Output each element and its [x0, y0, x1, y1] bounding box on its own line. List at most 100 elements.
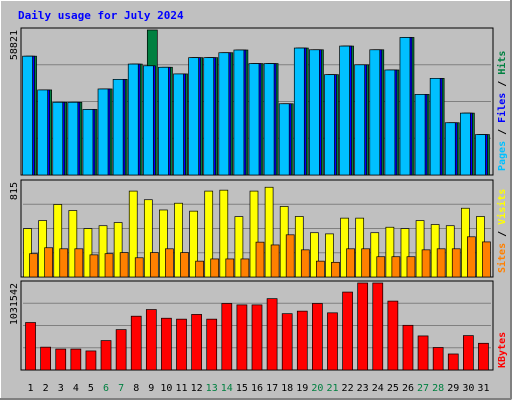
bar-pages-day-8 — [127, 63, 139, 176]
bar-kbytes-day-11 — [176, 318, 187, 371]
bar-kbytes-day-8 — [130, 315, 142, 371]
bar-pages-day-1 — [22, 55, 33, 176]
bar-sites-day-17 — [270, 244, 280, 278]
bar-visits-day-10 — [159, 209, 168, 278]
bar-pages-day-10 — [158, 66, 169, 176]
x-tick-label: 27 — [417, 383, 429, 394]
bar-pages-day-30 — [460, 112, 471, 176]
hits-panel-legend-pages: Pages — [497, 141, 508, 171]
bar-pages-day-28 — [429, 78, 441, 176]
bar-visits-day-22 — [340, 217, 349, 278]
bar-pages-day-9 — [142, 65, 154, 176]
bar-pages-day-21 — [324, 74, 335, 176]
x-tick-label: 18 — [281, 383, 293, 394]
bar-sites-day-8 — [134, 257, 144, 278]
x-tick-label: 31 — [477, 383, 489, 394]
bar-pages-day-29 — [444, 122, 456, 176]
x-tick-label: 14 — [221, 383, 233, 394]
bar-sites-day-16 — [255, 241, 265, 278]
bar-sites-day-11 — [180, 252, 189, 278]
bar-kbytes-day-27 — [417, 335, 429, 371]
bar-pages-day-25 — [384, 69, 396, 176]
x-tick-label: 8 — [133, 383, 139, 394]
x-tick-label: 22 — [342, 383, 354, 394]
bar-pages-day-16 — [248, 63, 260, 176]
bar-pages-day-31 — [475, 134, 486, 176]
bar-sites-day-22 — [346, 248, 355, 278]
x-tick-label: 21 — [326, 383, 338, 394]
bar-visits-day-25 — [385, 226, 395, 278]
bar-kbytes-day-3 — [55, 348, 67, 371]
bar-visits-day-20 — [310, 232, 319, 278]
bar-visits-day-19 — [294, 216, 304, 278]
hits-panel-legend: Pages / Files / Hits — [496, 51, 508, 171]
x-tick-label: 4 — [73, 383, 79, 394]
bar-visits-day-1 — [23, 228, 32, 278]
bar-visits-day-15 — [234, 216, 244, 278]
x-tick-label: 9 — [148, 383, 154, 394]
bar-sites-day-13 — [210, 258, 220, 278]
bar-sites-day-19 — [300, 249, 310, 278]
x-tick-label: 5 — [88, 383, 94, 394]
bar-kbytes-day-17 — [266, 298, 278, 371]
bar-pages-day-12 — [188, 57, 199, 176]
bar-sites-day-14 — [225, 258, 235, 278]
bar-visits-day-11 — [174, 202, 183, 278]
bar-sites-day-29 — [451, 248, 461, 278]
hits-panel-legend-hits: Hits — [496, 51, 508, 75]
x-tick-label: 30 — [462, 383, 474, 394]
bar-kbytes-day-28 — [432, 347, 444, 371]
kbytes-panel: 1031542 KBytes — [9, 280, 508, 371]
bar-pages-day-2 — [37, 89, 48, 176]
bar-visits-day-14 — [219, 189, 229, 278]
bar-sites-day-6 — [104, 253, 114, 278]
kbytes-panel-max-label: 1031542 — [9, 283, 20, 325]
bar-visits-day-9 — [143, 199, 153, 278]
bar-kbytes-day-22 — [342, 291, 353, 371]
bar-visits-day-26 — [400, 228, 410, 278]
bar-visits-day-27 — [415, 220, 425, 278]
visits-panel: 815 Sites / Visits — [9, 179, 508, 278]
bar-kbytes-day-19 — [296, 310, 308, 371]
bar-visits-day-21 — [325, 233, 334, 278]
x-tick-label: 29 — [447, 383, 459, 394]
x-tick-label: 12 — [191, 383, 203, 394]
hits-panel-legend-files: Files — [496, 93, 508, 123]
x-tick-label: 2 — [43, 383, 49, 394]
bar-sites-day-5 — [89, 254, 99, 278]
bar-sites-day-3 — [59, 248, 69, 278]
bar-kbytes-day-29 — [447, 353, 459, 371]
bar-pages-day-11 — [173, 73, 184, 176]
bar-sites-day-27 — [421, 249, 431, 278]
bar-kbytes-day-26 — [402, 324, 414, 371]
bar-visits-day-8 — [128, 190, 138, 278]
visits-panel-legend-visits: Visits — [496, 189, 508, 225]
bar-sites-day-30 — [467, 236, 476, 278]
visits-panel-legend: Sites / Visits — [496, 189, 508, 273]
x-tick-label: 1 — [28, 383, 34, 394]
x-tick-label: 26 — [402, 383, 414, 394]
bar-sites-day-28 — [436, 248, 446, 278]
bar-visits-day-6 — [98, 225, 108, 278]
bar-visits-day-24 — [370, 232, 380, 278]
bar-pages-day-3 — [52, 101, 64, 176]
x-tick-label: 3 — [58, 383, 64, 394]
bar-pages-day-13 — [203, 57, 215, 176]
bar-kbytes-day-13 — [206, 318, 218, 371]
bar-sites-day-26 — [406, 256, 416, 278]
bar-kbytes-day-25 — [387, 300, 399, 371]
bar-pages-day-27 — [414, 94, 426, 176]
bar-pages-day-17 — [263, 63, 275, 176]
x-tick-label: 19 — [296, 383, 308, 394]
chart-title: Daily usage for July 2024 — [18, 9, 184, 22]
bar-kbytes-day-6 — [100, 340, 112, 371]
hits-panel-legend-sep: / — [497, 75, 508, 93]
bar-pages-day-23 — [354, 64, 366, 176]
x-tick-label: 20 — [311, 383, 323, 394]
bar-visits-day-7 — [113, 222, 123, 278]
bar-sites-day-23 — [361, 248, 371, 278]
hits-panel: 58821 Pages / Files / Hits — [9, 27, 508, 176]
x-tick-label: 17 — [266, 383, 278, 394]
x-tick-label: 15 — [236, 383, 248, 394]
